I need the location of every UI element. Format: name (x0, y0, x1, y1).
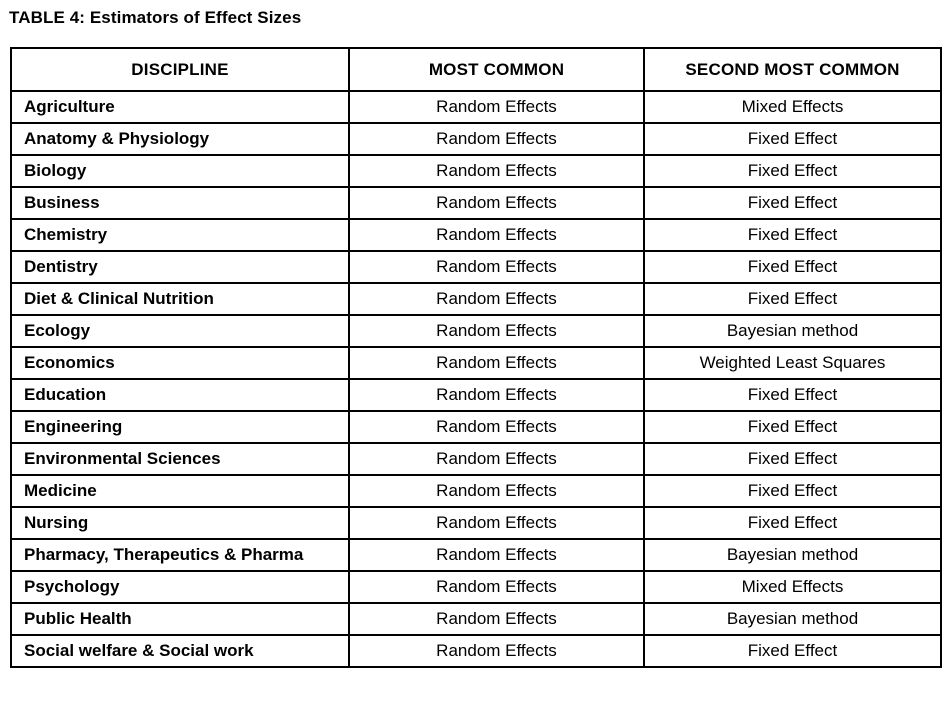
most-common-cell: Random Effects (348, 154, 645, 188)
most-common-cell: Random Effects (348, 506, 645, 540)
most-common-cell: Random Effects (348, 250, 645, 284)
table-row: Engineering Random Effects Fixed Effect (10, 410, 942, 444)
most-common-cell: Random Effects (348, 602, 645, 636)
table-row: Psychology Random Effects Mixed Effects (10, 570, 942, 604)
discipline-cell: Medicine (10, 474, 350, 508)
second-most-common-cell: Bayesian method (643, 602, 942, 636)
column-header-most-common: MOST COMMON (348, 47, 645, 92)
most-common-cell: Random Effects (348, 282, 645, 316)
most-common-cell: Random Effects (348, 442, 645, 476)
most-common-cell: Random Effects (348, 90, 645, 124)
discipline-cell: Diet & Clinical Nutrition (10, 282, 350, 316)
most-common-cell: Random Effects (348, 474, 645, 508)
column-header-second-most-common: SECOND MOST COMMON (643, 47, 942, 92)
second-most-common-cell: Bayesian method (643, 314, 942, 348)
table-body: Agriculture Random Effects Mixed Effects An… (10, 90, 942, 668)
most-common-cell: Random Effects (348, 346, 645, 380)
second-most-common-cell: Fixed Effect (643, 154, 942, 188)
most-common-cell: Random Effects (348, 378, 645, 412)
discipline-cell: Dentistry (10, 250, 350, 284)
second-most-common-cell: Weighted Least Squares (643, 346, 942, 380)
most-common-cell: Random Effects (348, 634, 645, 668)
second-most-common-cell: Fixed Effect (643, 410, 942, 444)
table-row: Education Random Effects Fixed Effect (10, 378, 942, 412)
column-header-discipline: DISCIPLINE (10, 47, 350, 92)
most-common-cell: Random Effects (348, 314, 645, 348)
discipline-cell: Chemistry (10, 218, 350, 252)
header-row: DISCIPLINE MOST COMMON SECOND MOST COMMO… (10, 47, 942, 92)
second-most-common-cell: Fixed Effect (643, 634, 942, 668)
discipline-cell: Education (10, 378, 350, 412)
table-row: Agriculture Random Effects Mixed Effects (10, 90, 942, 124)
discipline-cell: Nursing (10, 506, 350, 540)
second-most-common-cell: Fixed Effect (643, 442, 942, 476)
discipline-cell: Psychology (10, 570, 350, 604)
discipline-cell: Ecology (10, 314, 350, 348)
discipline-cell: Environmental Sciences (10, 442, 350, 476)
table-row: Public Health Random Effects Bayesian meth… (10, 602, 942, 636)
discipline-cell: Public Health (10, 602, 350, 636)
discipline-cell: Economics (10, 346, 350, 380)
table-row: Dentistry Random Effects Fixed Effect (10, 250, 942, 284)
discipline-cell: Anatomy & Physiology (10, 122, 350, 156)
table-row: Biology Random Effects Fixed Effect (10, 154, 942, 188)
discipline-cell: Social welfare & Social work (10, 634, 350, 668)
most-common-cell: Random Effects (348, 410, 645, 444)
effect-sizes-table: DISCIPLINE MOST COMMON SECOND MOST COMMO… (10, 47, 942, 668)
discipline-cell: Pharmacy, Therapeutics & Pharma (10, 538, 350, 572)
second-most-common-cell: Fixed Effect (643, 282, 942, 316)
table-row: Chemistry Random Effects Fixed Effect (10, 218, 942, 252)
second-most-common-cell: Bayesian method (643, 538, 942, 572)
table-row: Medicine Random Effects Fixed Effect (10, 474, 942, 508)
table-row: Economics Random Effects Weighted Least Sq… (10, 346, 942, 380)
most-common-cell: Random Effects (348, 218, 645, 252)
table-row: Nursing Random Effects Fixed Effect (10, 506, 942, 540)
second-most-common-cell: Fixed Effect (643, 186, 942, 220)
second-most-common-cell: Mixed Effects (643, 570, 942, 604)
most-common-cell: Random Effects (348, 538, 645, 572)
most-common-cell: Random Effects (348, 186, 645, 220)
table-title: TABLE 4: Estimators of Effect Sizes (9, 8, 302, 27)
second-most-common-cell: Fixed Effect (643, 378, 942, 412)
table-row: Ecology Random Effects Bayesian method (10, 314, 942, 348)
most-common-cell: Random Effects (348, 570, 645, 604)
table-row: Diet & Clinical Nutrition Random Effects F… (10, 282, 942, 316)
discipline-cell: Engineering (10, 410, 350, 444)
most-common-cell: Random Effects (348, 122, 645, 156)
second-most-common-cell: Fixed Effect (643, 218, 942, 252)
table-row: Environmental Sciences Random Effects Fixe… (10, 442, 942, 476)
second-most-common-cell: Fixed Effect (643, 506, 942, 540)
table-row: Anatomy & Physiology Random Effects Fixed … (10, 122, 942, 156)
discipline-cell: Agriculture (10, 90, 350, 124)
table-row: Pharmacy, Therapeutics & Pharma Random Ef… (10, 538, 942, 572)
second-most-common-cell: Fixed Effect (643, 250, 942, 284)
discipline-cell: Business (10, 186, 350, 220)
discipline-cell: Biology (10, 154, 350, 188)
table-row: Social welfare & Social work Random Effec… (10, 634, 942, 668)
second-most-common-cell: Mixed Effects (643, 90, 942, 124)
table-row: Business Random Effects Fixed Effect (10, 186, 942, 220)
second-most-common-cell: Fixed Effect (643, 122, 942, 156)
second-most-common-cell: Fixed Effect (643, 474, 942, 508)
